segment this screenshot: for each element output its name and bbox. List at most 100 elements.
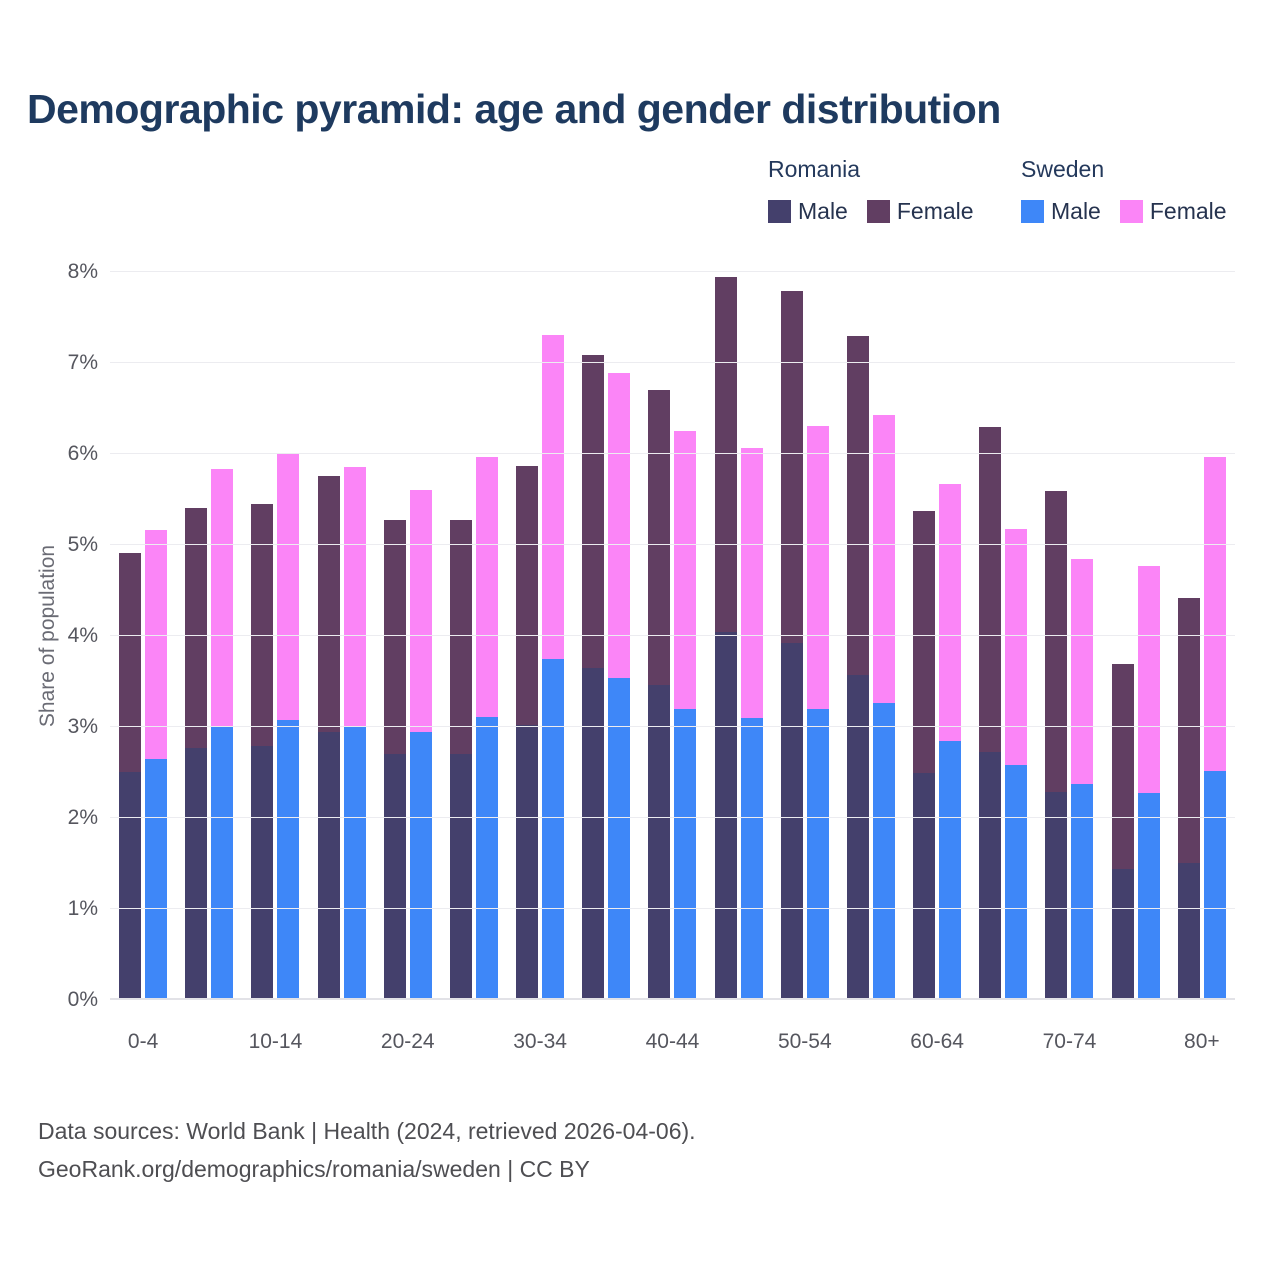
legend-item-sweden-female: Female <box>1119 198 1227 225</box>
bar-group-30-34 <box>507 272 573 1000</box>
segment-sweden-female-40-44 <box>674 431 697 709</box>
segment-sweden-male-0-4 <box>145 758 168 1000</box>
bar-romania-25-29 <box>449 520 472 1000</box>
segment-romania-male-75-79 <box>1111 868 1134 1000</box>
chart-title: Demographic pyramid: age and gender dist… <box>27 86 1001 132</box>
x-tick-label-20-24: 20-24 <box>380 1030 435 1053</box>
segment-romania-female-40-44 <box>648 390 671 686</box>
segment-romania-female-10-14 <box>251 504 274 747</box>
legend-group-sweden: Sweden Male Female <box>1021 156 1227 225</box>
segment-romania-male-65-69 <box>979 752 1002 1000</box>
bar-romania-10-14 <box>251 504 274 1000</box>
segment-romania-female-60-64 <box>913 511 936 774</box>
footer-attribution-line: GeoRank.org/demographics/romania/sweden … <box>38 1156 590 1182</box>
segment-sweden-female-5-9 <box>211 469 234 727</box>
segment-sweden-male-45-49 <box>740 717 763 1000</box>
segment-romania-male-10-14 <box>251 746 274 1000</box>
bar-sweden-0-4 <box>145 529 168 1000</box>
segment-sweden-male-40-44 <box>674 708 697 1000</box>
legend-label: Female <box>896 198 974 224</box>
bar-sweden-60-64 <box>939 484 962 1000</box>
bar-sweden-40-44 <box>674 431 697 1000</box>
gridline-5pct <box>110 544 1235 545</box>
segment-romania-male-55-59 <box>846 675 869 1000</box>
bar-sweden-45-49 <box>740 447 763 1000</box>
x-tick-label-60-64: 60-64 <box>910 1030 964 1053</box>
bar-romania-15-19 <box>317 475 340 1000</box>
x-tick-spacer <box>970 1030 1036 1054</box>
segment-romania-female-15-19 <box>317 475 340 733</box>
bar-group-45-49 <box>706 272 772 1000</box>
segment-sweden-female-10-14 <box>277 454 300 720</box>
segment-romania-male-15-19 <box>317 732 340 1000</box>
bar-romania-80+ <box>1177 597 1200 1000</box>
bar-sweden-15-19 <box>343 466 366 1000</box>
bar-sweden-30-34 <box>542 334 565 1000</box>
x-tick-spacer <box>441 1030 507 1054</box>
y-tick-label: 5% <box>67 533 98 556</box>
x-tick-label-40-44: 40-44 <box>645 1030 700 1053</box>
legend-header-romania: Romania <box>768 156 861 182</box>
bar-romania-75-79 <box>1111 664 1134 1000</box>
bar-romania-30-34 <box>516 465 539 1000</box>
bar-sweden-35-39 <box>608 373 631 1000</box>
bar-romania-50-54 <box>780 291 803 1000</box>
footer-source-line: Data sources: World Bank | Health (2024,… <box>38 1118 696 1144</box>
segment-romania-female-30-34 <box>516 465 539 726</box>
x-tick-spacer <box>309 1030 375 1054</box>
segment-romania-male-60-64 <box>913 773 936 1000</box>
bar-group-70-74 <box>1036 272 1102 1000</box>
bar-sweden-55-59 <box>872 414 895 1000</box>
bar-group-80+ <box>1169 272 1235 1000</box>
segment-sweden-male-30-34 <box>542 658 565 1000</box>
footer: Data sources: World Bank | Health (2024,… <box>38 1112 696 1188</box>
segment-romania-female-55-59 <box>846 335 869 676</box>
bar-group-55-59 <box>838 272 904 1000</box>
gridline-2pct <box>110 817 1235 818</box>
bars-container <box>110 272 1235 1000</box>
segment-romania-male-80+ <box>1177 862 1200 1000</box>
legend-group-romania: Romania Male Female <box>768 156 974 225</box>
segment-romania-female-25-29 <box>449 520 472 755</box>
bar-romania-35-39 <box>582 354 605 1000</box>
segment-romania-female-50-54 <box>780 291 803 644</box>
bar-sweden-80+ <box>1203 456 1226 1000</box>
segment-sweden-male-10-14 <box>277 719 300 1000</box>
x-tick-spacer <box>573 1030 639 1054</box>
gridline-8pct <box>110 271 1235 272</box>
segment-sweden-female-20-24 <box>409 489 432 733</box>
segment-romania-male-25-29 <box>449 754 472 1000</box>
segment-sweden-female-55-59 <box>872 414 895 704</box>
segment-romania-male-30-34 <box>516 725 539 1000</box>
legend-items-romania: Male Female <box>768 198 974 225</box>
segment-sweden-male-20-24 <box>409 732 432 1000</box>
segment-sweden-male-65-69 <box>1005 765 1028 1000</box>
segment-sweden-female-65-69 <box>1005 528 1028 766</box>
segment-romania-female-65-69 <box>979 426 1002 753</box>
segment-romania-female-0-4 <box>119 553 142 772</box>
segment-romania-female-35-39 <box>582 354 605 668</box>
bar-romania-70-74 <box>1045 491 1068 1000</box>
y-tick-label: 4% <box>67 624 98 647</box>
bar-group-75-79 <box>1103 272 1169 1000</box>
x-tick-spacer <box>838 1030 904 1054</box>
bar-group-5-9 <box>176 272 242 1000</box>
segment-sweden-male-25-29 <box>475 717 498 1000</box>
segment-sweden-male-15-19 <box>343 726 366 1000</box>
segment-sweden-female-75-79 <box>1137 565 1160 793</box>
x-axis-baseline <box>110 998 1235 1000</box>
legend-item-romania-male: Male <box>768 198 848 225</box>
bar-romania-65-69 <box>979 426 1002 1000</box>
segment-romania-male-70-74 <box>1045 791 1068 1000</box>
legend-header-sweden: Sweden <box>1021 156 1105 182</box>
segment-romania-male-50-54 <box>780 643 803 1000</box>
bar-romania-0-4 <box>119 553 142 1000</box>
y-tick-label: 1% <box>67 897 98 920</box>
legend-label: Male <box>1051 198 1101 224</box>
bar-romania-60-64 <box>913 511 936 1000</box>
x-tick-label-80+: 80+ <box>1184 1030 1220 1053</box>
x-tick-label-0-4: 0-4 <box>127 1030 159 1053</box>
segment-sweden-male-60-64 <box>939 740 962 1000</box>
segment-sweden-female-60-64 <box>939 484 962 741</box>
segment-sweden-male-55-59 <box>872 703 895 1000</box>
